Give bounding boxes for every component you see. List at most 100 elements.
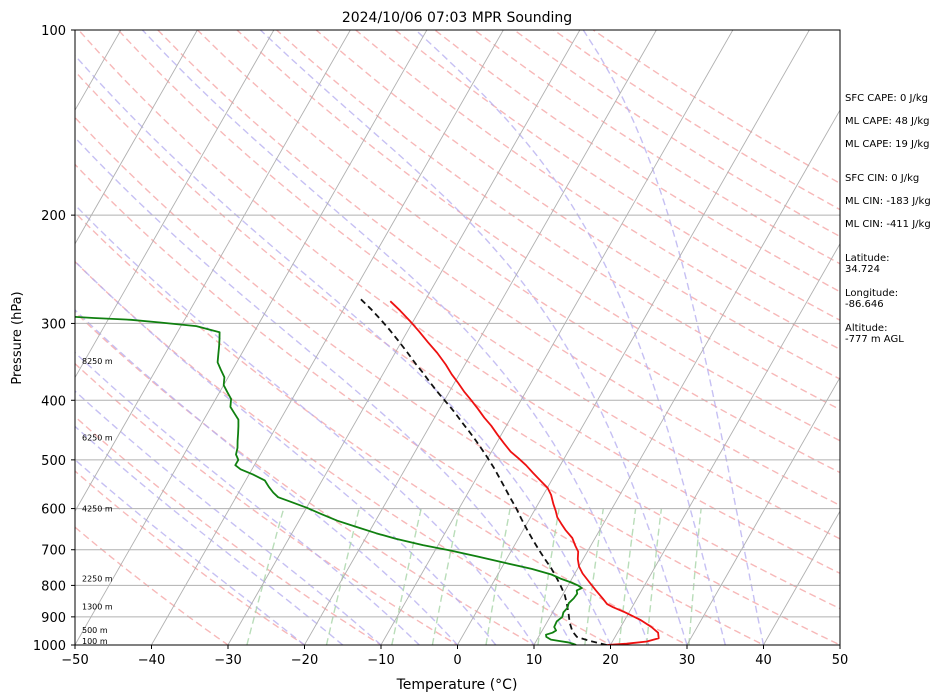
horizontal-gridlines: [75, 214, 840, 618]
ml-cape-text-2: ML CAPE: 19 J/kg: [845, 139, 930, 150]
x-tick-label: 40: [755, 653, 772, 668]
isotherm: [0, 16, 52, 658]
ml-cin-text-2: ML CIN: -411 J/kg: [845, 219, 931, 230]
isotherm: [686, 376, 840, 645]
x-tick-label: −20: [291, 653, 318, 668]
dry-adiabat: [355, 30, 840, 351]
dry-adiabat: [196, 30, 840, 474]
altitude-value: -777 m AGL: [845, 334, 904, 345]
isotherm: [75, 30, 351, 513]
mixing-ratio-line: [391, 508, 422, 645]
y-tick-label: 700: [41, 544, 66, 559]
isotherm: [762, 510, 840, 645]
dry-adiabat: [394, 30, 840, 322]
x-tick-label: −30: [214, 653, 241, 668]
x-tick-label: −10: [367, 653, 394, 668]
height-label: 8250 m: [82, 357, 113, 366]
y-tick-label: 600: [41, 503, 66, 518]
y-tick-label: 400: [41, 394, 66, 409]
y-axis-ticks: 1000 900 800 700 600 500 400 300 200 100: [33, 24, 75, 654]
x-tick-label: 0: [453, 653, 461, 668]
background-lines: [0, 16, 840, 658]
moist-adiabat: [259, 30, 688, 645]
altitude-label: Altitude:: [845, 323, 888, 334]
height-label: 100 m: [82, 637, 108, 646]
isotherm: [533, 109, 840, 645]
latitude-value: 34.724: [845, 264, 880, 275]
height-label: 1300 m: [82, 602, 113, 611]
dry-adiabat: [78, 30, 840, 575]
dry-adiabat: [75, 163, 766, 645]
height-label: 4250 m: [82, 505, 113, 514]
dry-adiabat: [75, 526, 230, 645]
ml-cape-text-1: ML CAPE: 48 J/kg: [845, 116, 930, 127]
x-tick-label: 30: [679, 653, 696, 668]
dry-adiabat: [75, 70, 840, 610]
x-tick-label: −50: [61, 653, 88, 668]
y-tick-label: 300: [41, 317, 66, 332]
y-axis-label: Pressure (hPa): [10, 291, 25, 384]
mixing-ratio-line: [325, 508, 360, 645]
moist-adiabat: [141, 30, 650, 645]
moist-adiabat: [75, 458, 305, 645]
x-tick-label: −40: [138, 653, 165, 668]
isotherm: [75, 30, 275, 379]
y-tick-label: 100: [41, 24, 66, 39]
ml-cin-text-1: ML CIN: -183 J/kg: [845, 196, 931, 207]
y-tick-label: 500: [41, 454, 66, 469]
mixing-ratio-line: [688, 508, 702, 645]
chart-title: 2024/10/06 07:03 MPR Sounding: [342, 10, 572, 26]
dry-adiabat: [434, 30, 840, 293]
moist-adiabat: [75, 54, 612, 645]
dry-adiabat: [75, 211, 689, 645]
y-tick-label: 1000: [33, 639, 66, 654]
dry-adiabat: [75, 260, 612, 645]
dry-adiabat: [75, 362, 459, 645]
isotherm: [609, 242, 840, 645]
isotherm: [227, 30, 581, 645]
isotherm: [456, 30, 810, 645]
moist-adiabat: [75, 425, 344, 645]
moist-adiabat: [75, 390, 382, 645]
moist-adiabat: [75, 260, 497, 645]
x-tick-label: 10: [526, 653, 543, 668]
longitude-label: Longitude:: [845, 288, 899, 299]
longitude-value: -86.646: [845, 299, 884, 310]
isotherm: [75, 30, 428, 645]
latitude-label: Latitude:: [845, 253, 890, 264]
height-label: 500 m: [82, 626, 108, 635]
moist-adiabat: [75, 136, 573, 645]
isotherm: [75, 30, 198, 245]
isotherm: [303, 30, 657, 645]
moist-adiabat: [582, 30, 765, 645]
dry-adiabat: [75, 311, 536, 645]
moist-adiabat: [75, 203, 535, 645]
moist-adiabat: [415, 30, 726, 645]
dry-adiabat: [75, 470, 306, 645]
y-tick-label: 800: [41, 579, 66, 594]
dry-adiabat: [157, 30, 840, 507]
x-tick-label: 50: [832, 653, 849, 668]
y-tick-label: 900: [41, 611, 66, 626]
sfc-cape-text: SFC CAPE: 0 J/kg: [845, 93, 928, 104]
dry-adiabat: [75, 415, 383, 645]
height-label: 2250 m: [82, 575, 113, 584]
series-layer: [75, 298, 660, 645]
temperature-trace: [389, 300, 660, 645]
y-tick-label: 200: [41, 209, 66, 224]
dry-adiabat: [236, 30, 840, 442]
x-axis-ticks: −50 −40 −30 −20 −10 0 10 20 30 40 50: [61, 645, 848, 668]
moist-adiabat: [75, 309, 459, 645]
sfc-cin-text: SFC CIN: 0 J/kg: [845, 173, 920, 184]
dry-adiabat: [75, 116, 840, 645]
moist-adiabat: [75, 351, 420, 645]
x-tick-label: 20: [602, 653, 619, 668]
dewpoint-trace: [75, 315, 583, 645]
isotherm: [380, 30, 734, 645]
height-label: 6250 m: [82, 434, 113, 443]
height-labels: 100 m 500 m 1300 m 2250 m 4250 m 6250 m 8250 m: [82, 357, 113, 646]
x-axis-label: Temperature (°C): [396, 677, 518, 693]
dry-adiabat: [117, 30, 840, 540]
isotherm: [150, 30, 504, 645]
